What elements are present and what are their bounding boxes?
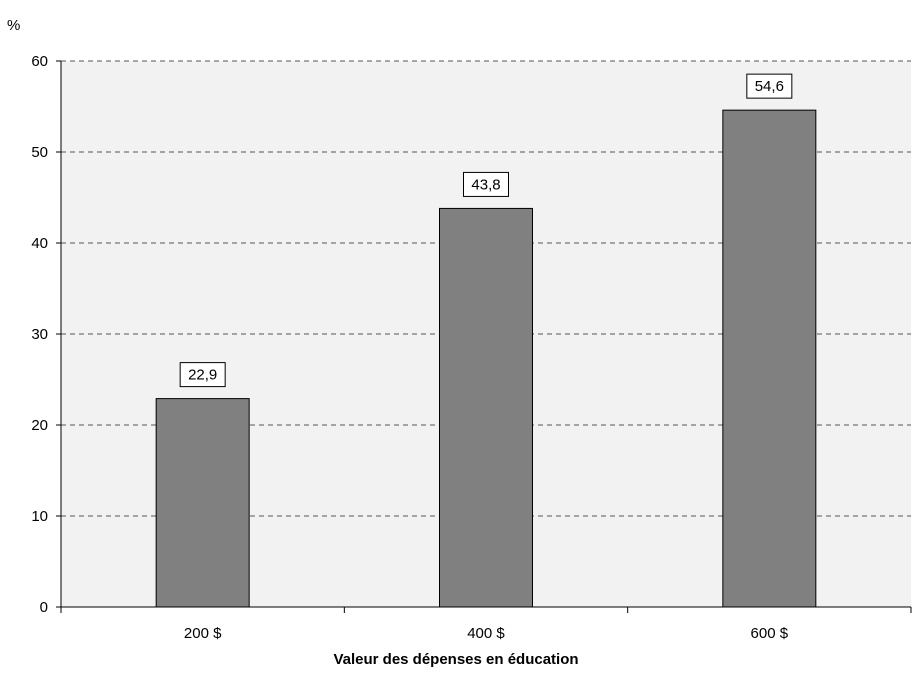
data-label: 43,8 [471,176,500,193]
data-label-box [179,362,226,388]
x-tick-label: 600 $ [751,625,789,642]
axes: 0 10 20 30 40 50 60 200 $ 400 $ 600 $ [31,53,912,642]
bar [155,398,250,608]
y-unit-label: % [7,17,20,34]
y-tick-label: 60 [31,53,48,70]
y-tick-label: 0 [40,599,48,616]
bar [439,207,533,608]
data-label-box [463,171,509,197]
y-tick-label: 20 [31,417,48,434]
data-labels: 22,9 43,8 54,6 [179,73,793,388]
bars [155,109,817,608]
data-label: 22,9 [188,367,217,384]
x-tick-label: 400 $ [467,625,505,642]
bar [722,109,817,608]
x-tick-label: 200 $ [184,625,222,642]
y-tick-label: 30 [31,326,48,343]
y-tick-label: 10 [31,508,48,525]
y-tick-label: 50 [31,144,48,161]
x-axis-title: Valeur des dépenses en éducation [333,651,578,668]
y-tick-label: 40 [31,235,48,252]
data-label-box [746,73,793,99]
data-label: 54,6 [755,78,784,95]
